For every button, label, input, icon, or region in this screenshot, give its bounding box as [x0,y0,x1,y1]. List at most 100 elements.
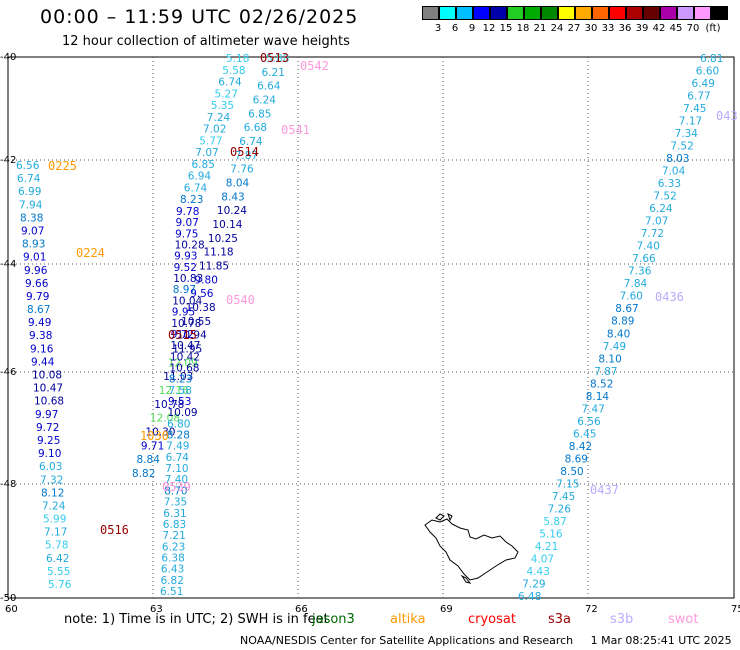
lat-tick-label: -42 [0,155,16,166]
chart-subtitle: 12 hour collection of altimeter wave hei… [62,34,350,49]
swh-value: 6.45 [573,428,596,440]
swh-value: 6.77 [687,91,710,103]
swh-value: 7.58 [169,385,192,397]
swh-value: 7.40 [165,474,188,486]
pass-label: 0436 [655,290,684,304]
swh-value: 7.32 [40,474,63,486]
lon-tick-label: 63 [150,604,163,615]
pass-label: 0224 [76,246,105,260]
swh-value: 9.52 [174,262,197,274]
swh-value: 6.33 [658,178,681,190]
swh-value: 6.49 [692,78,715,90]
swh-value: 9.66 [25,278,49,290]
swh-value: 7.04 [662,166,686,178]
swh-value: 7.10 [165,463,188,475]
swh-value: 9.07 [21,226,44,238]
swh-value: 7.60 [620,291,643,303]
swh-value: 9.80 [195,274,218,286]
swh-value: 8.12 [41,487,64,499]
axis-labels: 60 63 66 69 72 75 -40 -42 -44 -46 -48 -50 [0,52,740,615]
swh-value: 7.21 [162,530,185,542]
satellite-legend-item: swot [668,612,699,627]
swh-value: 5.87 [543,516,566,528]
swh-value: 9.56 [190,288,214,300]
swh-value: 8.40 [607,328,630,340]
swh-value: 8.69 [565,453,588,465]
scale-swatch [422,6,439,20]
swh-value: 6.99 [18,186,41,198]
scale-label: 39 [635,23,649,34]
swh-value: 7.26 [548,503,572,515]
swh-value: 9.71 [141,440,164,452]
swh-value: 6.83 [163,519,186,531]
satellite-tracks: 5.185.586.745.275.357.247.025.777.076.85… [16,53,723,603]
pass-label: 0516 [100,523,129,537]
swh-value: 9.78 [176,206,199,218]
lon-tick-label: 66 [295,604,308,615]
swh-value: 6.48 [518,591,541,603]
swh-value: 6.74 [239,136,263,148]
lon-tick-label: 72 [585,604,598,615]
swh-value: 6.82 [161,575,184,587]
swh-value: 9.10 [38,448,61,460]
swh-value: 6.03 [39,461,62,473]
swh-value: 5.55 [47,566,70,578]
satellite-legend-item: cryosat [468,612,516,627]
pass-label: 043 [716,109,738,123]
scale-label: 12 [482,23,496,34]
swh-value: 7.17 [44,527,67,539]
swh-value: 8.14 [586,391,610,403]
swh-value: 5.77 [199,135,222,147]
swh-value: 6.38 [161,553,184,565]
swh-value: 11.18 [204,247,234,259]
scale-swatch [609,6,626,20]
swh-value: 6.56 [16,160,40,172]
swh-value: 8.93 [22,239,45,251]
scale-swatch [490,6,507,20]
swh-value: 7.36 [628,266,652,278]
swh-value: 6.21 [262,67,285,79]
swh-value: 7.15 [556,478,579,490]
scale-label: 36 [618,23,632,34]
scale-label: 24 [550,23,564,34]
swh-value: 8.42 [569,441,592,453]
swh-value: 11.95 [172,344,202,356]
swh-value: 9.97 [35,409,58,421]
swh-value: 8.28 [167,430,190,442]
swh-value: 8.03 [666,153,689,165]
swh-value: 10.08 [32,370,62,382]
satellite-legend-item: altika [390,612,426,627]
scale-label: 18 [516,23,530,34]
scale-swatch [592,6,609,20]
swh-value: 6.23 [162,541,185,553]
swh-value: 9.16 [30,343,54,355]
swh-value: 7.07 [645,216,668,228]
swh-value: 6.80 [167,418,190,430]
swh-value: 6.74 [218,77,242,89]
swh-value: 8.23 [169,374,192,386]
swh-value: 10.47 [170,340,200,352]
swh-value: 5.58 [222,65,245,77]
map-frame [7,56,735,599]
swh-value: 8.43 [221,191,244,203]
scale-swatch [558,6,575,20]
swh-value: 6.94 [188,171,212,183]
swh-value: 7.52 [670,141,693,153]
swh-value: 6.31 [163,508,186,520]
scale-label: 3 [434,23,442,34]
swh-value: 8.70 [164,485,187,497]
swh-value: 4.43 [527,566,550,578]
scale-label: 70 [686,23,700,34]
swh-value: 10.78 [171,318,201,330]
swh-value: 6.43 [161,564,184,576]
swh-value: 5.27 [215,88,238,100]
swh-value: 7.17 [679,116,702,128]
swh-value: 10.04 [172,295,202,307]
swh-value: 10.55 [181,316,211,328]
swh-value: 7.87 [594,366,617,378]
swh-value: 8.84 [137,454,161,466]
swh-value: 7.76 [230,164,254,176]
swh-value: 10.09 [168,407,198,419]
swh-value: 4.21 [535,541,558,553]
scale-swatch [524,6,541,20]
